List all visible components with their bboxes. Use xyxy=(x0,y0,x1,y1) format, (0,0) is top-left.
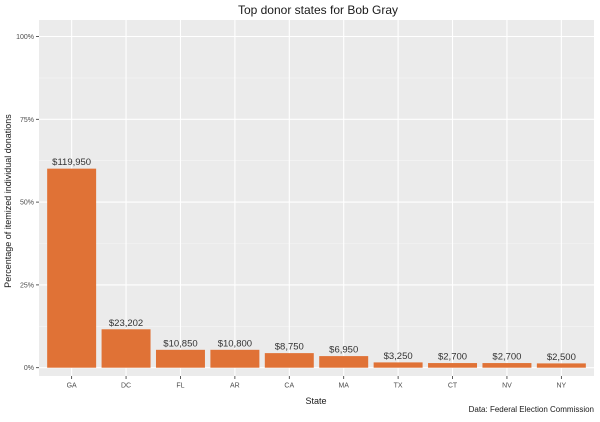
chart-caption: Data: Federal Election Commission xyxy=(469,405,594,414)
bar-data-label: $10,850 xyxy=(163,338,197,349)
x-tick-label: DC xyxy=(121,383,131,390)
bar-nv xyxy=(482,363,532,368)
y-tick-label: 0% xyxy=(24,365,34,372)
x-tick-label: CT xyxy=(448,383,458,390)
bars xyxy=(47,168,586,368)
x-tick-label: GA xyxy=(67,383,77,390)
x-tick-label: TX xyxy=(394,383,403,390)
x-axis: GA DC FL AR CA MA TX CT NV NY xyxy=(67,376,567,390)
bar-data-label: $2,700 xyxy=(438,352,467,363)
bar-ca xyxy=(264,353,314,368)
bar-ny xyxy=(536,363,586,368)
bar-data-label: $23,202 xyxy=(109,318,143,329)
bar-data-label: $2,700 xyxy=(492,352,521,363)
y-tick-label: 75% xyxy=(20,117,34,124)
bar-dc xyxy=(101,329,151,368)
x-tick-label: FL xyxy=(176,383,184,390)
y-tick-label: 100% xyxy=(16,34,34,41)
bar-tx xyxy=(373,362,423,368)
bar-data-label: $6,950 xyxy=(329,345,358,356)
bar-labels: $119,950 $23,202 $10,850 $10,800 $8,750 $6,95… xyxy=(52,157,576,363)
bar-ma xyxy=(319,356,369,368)
y-axis: 0% 25% 50% 75% 100% xyxy=(16,34,39,372)
bar-ga xyxy=(47,168,97,368)
bar-ar xyxy=(210,349,260,368)
plot-panel xyxy=(39,20,594,376)
bar-ct xyxy=(428,363,478,368)
chart-title: Top donor states for Bob Gray xyxy=(238,3,398,17)
bar-data-label: $119,950 xyxy=(52,157,91,168)
y-tick-label: 25% xyxy=(20,282,34,289)
x-tick-label: AR xyxy=(230,383,240,390)
bar-data-label: $10,800 xyxy=(218,338,252,349)
y-axis-title: Percentage of itemized individual donati… xyxy=(3,114,13,288)
x-tick-label: NV xyxy=(502,383,512,390)
x-tick-label: CA xyxy=(284,383,294,390)
bar-data-label: $2,500 xyxy=(547,352,576,363)
y-tick-label: 50% xyxy=(20,200,34,207)
x-tick-label: MA xyxy=(338,383,349,390)
bar-fl xyxy=(155,349,205,368)
bar-data-label: $3,250 xyxy=(384,351,413,362)
x-axis-title: State xyxy=(305,396,326,406)
x-tick-label: NY xyxy=(556,383,566,390)
bar-data-label: $8,750 xyxy=(275,342,304,353)
